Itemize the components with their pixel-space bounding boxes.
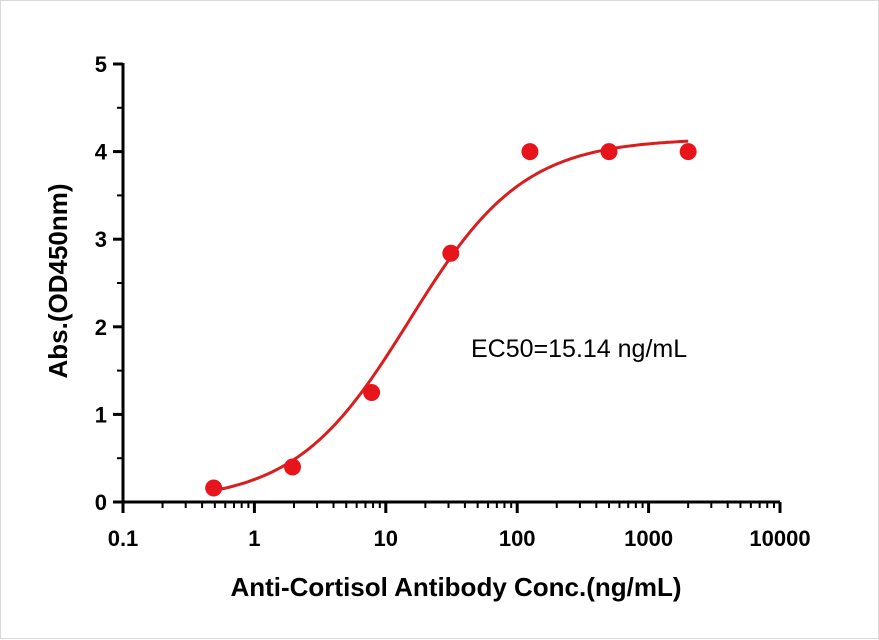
data-point xyxy=(205,479,223,497)
data-point xyxy=(363,384,381,401)
x-tick-label: 1000 xyxy=(624,526,673,551)
y-tick-label: 4 xyxy=(95,140,108,165)
x-tick-label: 100 xyxy=(499,526,536,551)
ec50-annotation: EC50=15.14 ng/mL xyxy=(471,335,687,363)
x-tick-label: 1 xyxy=(248,526,260,551)
x-tick-label: 10 xyxy=(374,526,398,551)
y-tick-label: 3 xyxy=(95,227,107,252)
y-tick-label: 5 xyxy=(95,52,107,77)
x-tick-label: 10000 xyxy=(749,526,810,551)
x-tick-label: 0.1 xyxy=(108,526,139,551)
y-tick-label: 0 xyxy=(95,490,107,515)
data-point xyxy=(679,143,697,161)
y-tick-labels: 0 1 2 3 4 5 xyxy=(95,52,108,515)
data-point xyxy=(600,143,618,161)
tick-marks xyxy=(113,62,782,513)
data-points xyxy=(205,143,697,497)
y-axis-title: Abs.(OD450nm) xyxy=(43,183,73,378)
axes xyxy=(121,63,780,504)
fit-curve xyxy=(214,139,689,492)
fit-curve-layer xyxy=(214,139,689,492)
x-tick-labels: 0.1 1 10 100 1000 10000 xyxy=(108,526,811,551)
x-axis-title: Anti-Cortisol Antibody Conc.(ng/mL) xyxy=(230,572,681,602)
data-point xyxy=(284,458,302,476)
y-tick-label: 2 xyxy=(95,315,107,340)
data-point xyxy=(521,143,539,161)
y-tick-label: 1 xyxy=(95,402,107,427)
data-point xyxy=(442,244,460,262)
